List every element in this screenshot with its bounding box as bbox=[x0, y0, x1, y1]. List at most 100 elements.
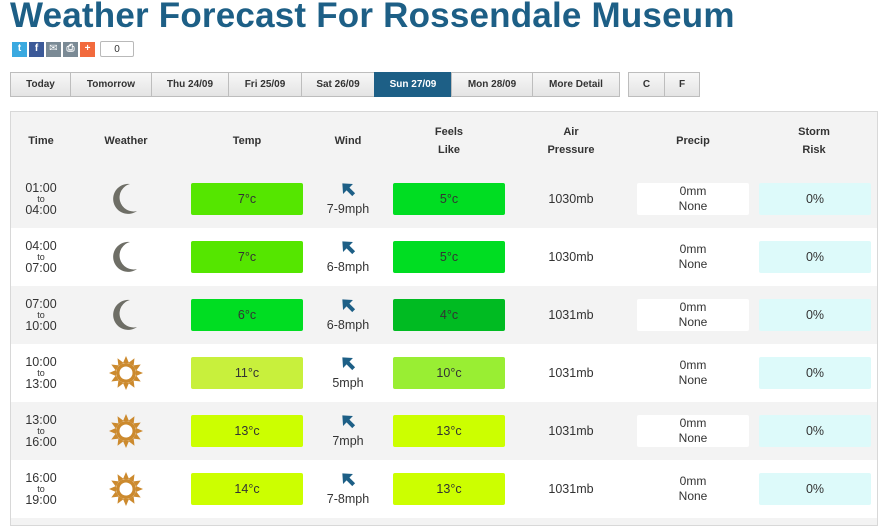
time-from: 10:00 bbox=[25, 355, 57, 369]
header-precip: Precip bbox=[676, 135, 710, 147]
table-row: 04:00 to 07:00 7°c 6-8mph 5°c 1030mb 0mm None 0% bbox=[11, 228, 877, 286]
storm-risk-value: 0% bbox=[759, 241, 871, 273]
time-to: 16:00 bbox=[25, 434, 57, 449]
day-tabs: Today Tomorrow Thu 24/09 Fri 25/09 Sat 26/09… bbox=[10, 72, 620, 97]
precip-cell: 0mm None bbox=[637, 241, 749, 273]
precip-type: None bbox=[678, 489, 708, 503]
header-air-line1: Air bbox=[563, 126, 579, 138]
time-to-word: to bbox=[37, 193, 45, 204]
page-title: Weather Forecast For Rossendale Museum bbox=[10, 0, 735, 35]
temp-value: 11°c bbox=[191, 357, 303, 389]
header-feels-like: Feels Like bbox=[391, 112, 507, 170]
twitter-share-button[interactable]: t bbox=[12, 41, 27, 57]
temp-value: 7°c bbox=[191, 183, 303, 215]
wind-direction-arrow-icon bbox=[340, 413, 356, 433]
tab-more-detail[interactable]: More Detail bbox=[532, 72, 620, 97]
twitter-icon: t bbox=[17, 43, 22, 54]
plus-icon: + bbox=[84, 43, 91, 54]
storm-risk-value: 0% bbox=[759, 183, 871, 215]
precip-cell: 0mm None bbox=[637, 357, 749, 389]
air-pressure-value: 1030mb bbox=[548, 250, 594, 264]
sun-icon bbox=[71, 460, 181, 518]
wind-speed: 7-8mph bbox=[326, 492, 370, 506]
tab-sun-27-09[interactable]: Sun 27/09 bbox=[374, 72, 451, 97]
print-icon: ⎙ bbox=[66, 43, 75, 54]
unit-c-button[interactable]: C bbox=[628, 72, 664, 97]
table-row: 07:00 to 10:00 6°c 6-8mph 4°c 1031mb 0mm None 0% bbox=[11, 286, 877, 344]
precip-type: None bbox=[678, 257, 708, 271]
wind-speed: 7-9mph bbox=[326, 202, 370, 216]
temp-value: 14°c bbox=[191, 473, 303, 505]
wind-cell: 7-9mph bbox=[309, 170, 387, 228]
table-row: 13:00 to 16:00 13°c 7mph 13°c 1031mb 0mm None 0% bbox=[11, 402, 877, 460]
temp-value: 7°c bbox=[191, 241, 303, 273]
feels-like-value: 10°c bbox=[393, 357, 505, 389]
temp-value: 13°c bbox=[191, 415, 303, 447]
facebook-share-button[interactable]: f bbox=[29, 41, 44, 57]
header-temp: Temp bbox=[232, 135, 262, 147]
time-range: 04:00 to 07:00 bbox=[11, 228, 71, 286]
time-to-word: to bbox=[37, 425, 45, 436]
precip-amount: 0mm bbox=[679, 358, 707, 372]
time-range: 01:00 to 04:00 bbox=[11, 170, 71, 228]
temp-value: 6°c bbox=[191, 299, 303, 331]
sun-icon bbox=[71, 344, 181, 402]
wind-direction-arrow-icon bbox=[340, 239, 356, 259]
feels-like-value: 13°c bbox=[393, 473, 505, 505]
precip-type: None bbox=[678, 199, 708, 213]
feels-like-value: 5°c bbox=[393, 241, 505, 273]
time-to-word: to bbox=[37, 251, 45, 262]
unit-f-button[interactable]: F bbox=[664, 72, 700, 97]
wind-cell: 7-8mph bbox=[309, 460, 387, 518]
precip-type: None bbox=[678, 431, 708, 445]
header-weather: Weather bbox=[104, 135, 148, 147]
more-share-button[interactable]: + bbox=[80, 41, 95, 57]
table-row: 01:00 to 04:00 7°c 7-9mph 5°c 1030mb 0mm None 0% bbox=[11, 170, 877, 228]
time-range: 13:00 to 16:00 bbox=[11, 402, 71, 460]
precip-cell: 0mm None bbox=[637, 473, 749, 505]
precip-cell: 0mm None bbox=[637, 299, 749, 331]
share-bar: t f ✉ ⎙ +0 bbox=[12, 41, 134, 57]
precip-amount: 0mm bbox=[679, 242, 707, 256]
air-pressure-value: 1031mb bbox=[548, 308, 594, 322]
forecast-table: Time Weather Temp Wind Feels Like Air Pr… bbox=[10, 111, 878, 526]
precip-amount: 0mm bbox=[679, 184, 707, 198]
header-air-line2: Pressure bbox=[547, 144, 595, 156]
time-to: 19:00 bbox=[25, 492, 57, 507]
wind-speed: 6-8mph bbox=[326, 318, 370, 332]
tab-sat-26-09[interactable]: Sat 26/09 bbox=[301, 72, 374, 97]
tab-tomorrow[interactable]: Tomorrow bbox=[70, 72, 151, 97]
time-to-word: to bbox=[37, 367, 45, 378]
header-air-pressure: Air Pressure bbox=[511, 112, 631, 170]
time-range: 16:00 to 19:00 bbox=[11, 460, 71, 518]
storm-risk-value: 0% bbox=[759, 415, 871, 447]
facebook-icon: f bbox=[34, 43, 39, 54]
precip-amount: 0mm bbox=[679, 474, 707, 488]
tab-fri-25-09[interactable]: Fri 25/09 bbox=[228, 72, 301, 97]
time-to: 10:00 bbox=[25, 318, 57, 333]
moon-icon bbox=[71, 170, 181, 228]
email-share-button[interactable]: ✉ bbox=[46, 41, 61, 57]
tab-today[interactable]: Today bbox=[10, 72, 70, 97]
time-from: 04:00 bbox=[25, 239, 57, 253]
time-to: 04:00 bbox=[25, 202, 57, 217]
wind-direction-arrow-icon bbox=[340, 297, 356, 317]
tab-thu-24-09[interactable]: Thu 24/09 bbox=[151, 72, 228, 97]
tab-mon-28-09[interactable]: Mon 28/09 bbox=[451, 72, 532, 97]
time-to-word: to bbox=[37, 483, 45, 494]
time-range: 10:00 to 13:00 bbox=[11, 344, 71, 402]
time-from: 01:00 bbox=[25, 181, 57, 195]
wind-speed: 7mph bbox=[332, 434, 364, 448]
feels-like-value: 4°c bbox=[393, 299, 505, 331]
wind-cell: 6-8mph bbox=[309, 286, 387, 344]
air-pressure-value: 1031mb bbox=[548, 482, 594, 496]
feels-like-value: 5°c bbox=[393, 183, 505, 215]
time-range: 07:00 to 10:00 bbox=[11, 286, 71, 344]
print-share-button[interactable]: ⎙ bbox=[63, 41, 78, 57]
header-storm-risk: Storm Risk bbox=[757, 112, 871, 170]
sun-icon bbox=[71, 402, 181, 460]
precip-type: None bbox=[678, 315, 708, 329]
header-time: Time bbox=[28, 135, 54, 147]
wind-cell: 5mph bbox=[309, 344, 387, 402]
